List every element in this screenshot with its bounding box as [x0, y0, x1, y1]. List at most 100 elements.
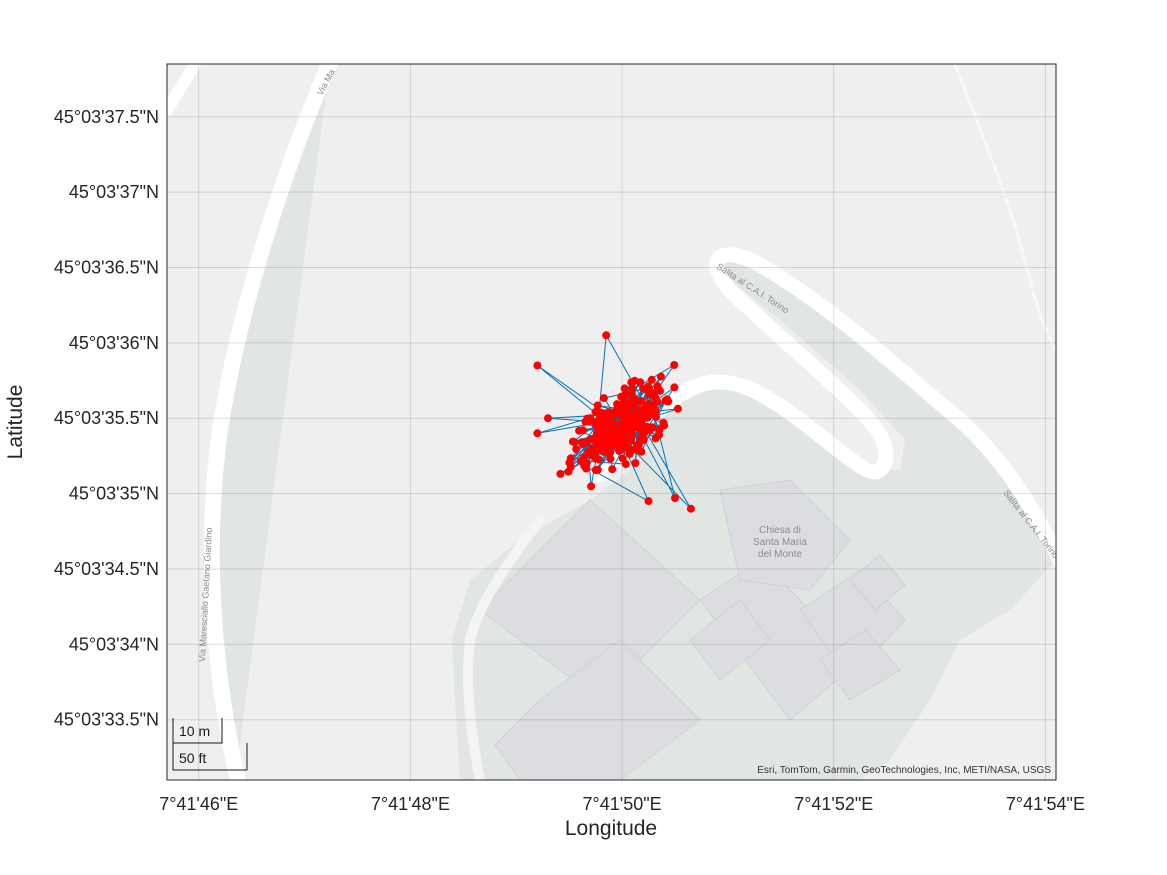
y-tick-label: 45°03'34"N [69, 634, 159, 654]
gps-point [627, 390, 636, 399]
gps-point [649, 391, 658, 400]
gps-point [564, 467, 573, 476]
gps-point [582, 464, 591, 473]
gps-point [647, 375, 656, 384]
road-via-maresciallo [203, 64, 339, 780]
y-tick-label: 45°03'36"N [69, 333, 159, 353]
x-tick-labels: 7°41'46"E 7°41'48"E 7°41'50"E 7°41'52"E 7°41… [159, 794, 1085, 814]
gps-point [615, 437, 624, 446]
gps-point [644, 400, 653, 409]
gps-point [599, 394, 608, 403]
gps-points [533, 331, 695, 513]
y-tick-labels: 45°03'37.5"N 45°03'37"N 45°03'36.5"N 45°03'… [54, 107, 159, 730]
gps-point [591, 466, 600, 475]
gps-point [583, 414, 592, 423]
axes-box [166, 63, 1057, 781]
gps-point [663, 395, 672, 404]
gps-point [654, 385, 663, 394]
gps-point [673, 404, 682, 413]
gps-point [609, 422, 618, 431]
gps-point [624, 421, 633, 430]
gps-point [599, 438, 608, 446]
gps-point [651, 408, 660, 417]
scalebar: 10 m 50 ft [172, 718, 248, 771]
gps-point [602, 331, 611, 340]
gps-point [599, 417, 608, 426]
gps-point [621, 460, 630, 469]
basemap: Via Ma Via Maresciallo Gaetano Giardino … [167, 64, 1056, 780]
gps-point [686, 504, 695, 513]
x-tick-label: 7°41'46"E [159, 794, 238, 814]
y-tick-label: 45°03'37.5"N [54, 107, 159, 127]
gps-point [638, 429, 647, 438]
road-top-left [167, 64, 201, 116]
church-label-line3: del Monte [758, 549, 802, 560]
grid [167, 64, 1056, 780]
gps-point [544, 414, 552, 423]
gps-point [629, 400, 638, 409]
gps-point [592, 430, 601, 438]
gps-point [608, 465, 617, 474]
gps-point [565, 458, 574, 467]
gps-point [644, 406, 653, 415]
scalebar-metric-label: 10 m [179, 723, 210, 739]
gps-point [651, 434, 660, 443]
scalebar-metric [172, 718, 223, 744]
gps-point [587, 444, 596, 453]
gps-point [634, 419, 643, 428]
y-tick-label: 45°03'36.5"N [54, 257, 159, 277]
gps-point [644, 497, 653, 506]
gps-point [533, 429, 542, 438]
gps-point [670, 383, 679, 392]
gps-point [643, 413, 652, 422]
gps-point [659, 418, 668, 427]
buildings [479, 479, 906, 780]
y-axis-label: Latitude [4, 385, 27, 460]
gps-point [556, 469, 565, 478]
roads [167, 64, 1056, 780]
map-attribution: Esri, TomTom, Garmin, GeoTechnologies, I… [757, 765, 1051, 776]
x-tick-label: 7°41'50"E [583, 794, 662, 814]
y-tick-label: 45°03'33.5"N [54, 710, 159, 730]
gps-point [587, 482, 596, 491]
access-road [463, 515, 545, 780]
church-label-line1: Chiesa di [759, 525, 801, 536]
gps-point [606, 454, 615, 463]
y-tick-label: 45°03'37"N [69, 182, 159, 202]
data-layer [533, 331, 695, 513]
gps-point [578, 438, 587, 447]
gps-point [593, 407, 602, 416]
gps-point [606, 448, 615, 457]
gps-point [591, 419, 600, 428]
gps-point [617, 392, 626, 401]
gps-point [615, 405, 624, 414]
scalebar-imperial [172, 743, 248, 771]
gps-point [604, 427, 612, 436]
gps-point [570, 438, 579, 447]
gps-point [634, 440, 643, 449]
y-tick-label: 45°03'34.5"N [54, 559, 159, 579]
x-tick-label: 7°41'52"E [794, 794, 873, 814]
x-tick-label: 7°41'54"E [1006, 794, 1085, 814]
gps-point [655, 425, 664, 434]
gps-point [604, 408, 613, 417]
x-axis-label: Longitude [565, 817, 657, 840]
gps-point [656, 372, 665, 381]
y-tick-label: 45°03'35.5"N [54, 408, 159, 428]
gps-point [575, 426, 584, 435]
scalebar-imperial-label: 50 ft [179, 750, 206, 766]
church-label-line2: Santa Maria [753, 537, 807, 548]
gps-point [620, 384, 629, 393]
gps-point [572, 445, 581, 454]
footpath [953, 64, 1056, 352]
gps-point [594, 455, 603, 464]
gps-point [636, 378, 645, 387]
gps-point [593, 401, 602, 410]
gps-point [670, 361, 679, 369]
y-tick-label: 45°03'35"N [69, 484, 159, 504]
gps-point [631, 459, 640, 468]
gps-point [627, 436, 636, 445]
road-salita-cai [592, 247, 1056, 569]
x-tick-label: 7°41'48"E [371, 794, 450, 814]
